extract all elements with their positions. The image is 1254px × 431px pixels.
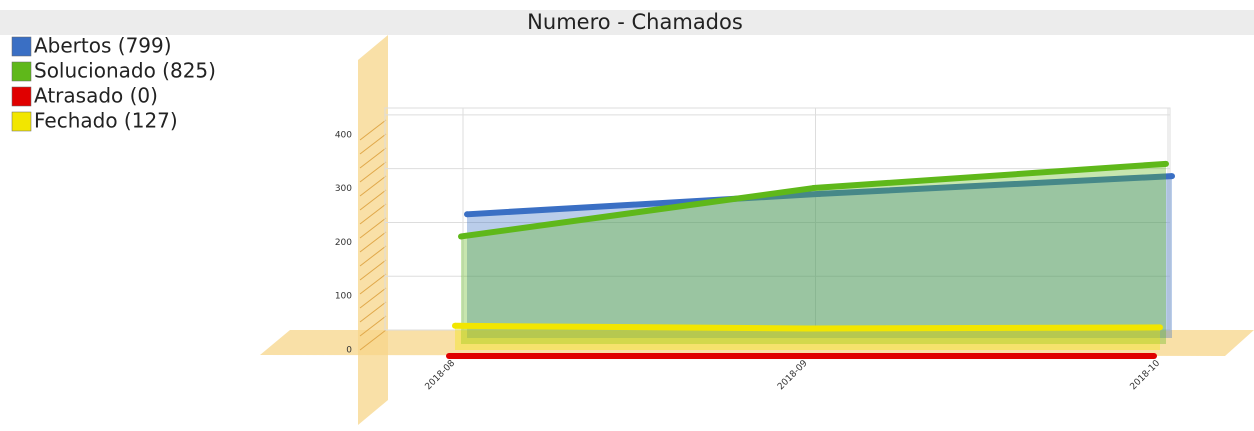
hatch-line — [359, 301, 387, 323]
hatch-line — [359, 147, 387, 169]
hatch-line — [359, 231, 387, 253]
hatch-line — [359, 175, 387, 197]
y-tick-label: 100 — [335, 292, 352, 302]
hatch-line — [359, 287, 387, 309]
point — [446, 353, 452, 359]
y-tick-label: 300 — [335, 184, 352, 194]
y-tick-label: 0 — [346, 346, 352, 356]
hatch-line — [359, 273, 387, 295]
point — [458, 233, 464, 240]
point — [452, 322, 458, 329]
x-tick-label: 2018-08 — [424, 358, 458, 392]
legend-label: Atrasado (0) — [34, 84, 158, 108]
hatch-line — [359, 203, 387, 225]
point — [1157, 324, 1163, 331]
legend-swatch — [11, 61, 32, 82]
hatch-line — [359, 189, 387, 211]
legend-label: Fechado (127) — [34, 109, 178, 133]
x-tick-label: 2018-09 — [776, 358, 810, 392]
plot: 0 100 200 300 400 2018-08 2018-09 2018-10 — [335, 107, 1175, 392]
hatch-line — [359, 161, 387, 183]
wall-plane — [358, 35, 388, 425]
area — [455, 325, 1160, 350]
point — [804, 325, 811, 332]
y-tick-label: 400 — [335, 130, 352, 140]
hatch-line — [359, 315, 387, 337]
hatch-line — [359, 119, 387, 141]
point — [464, 211, 470, 218]
hatch-line — [359, 329, 387, 351]
title-bar — [0, 10, 1254, 35]
area — [461, 163, 1166, 344]
hatch-line — [359, 259, 387, 281]
legend-label: Solucionado (825) — [34, 59, 216, 83]
legend-swatch — [11, 111, 32, 132]
point — [1151, 353, 1157, 359]
legend-swatch — [11, 36, 32, 57]
point — [798, 353, 805, 359]
chart-title: Numero - Chamados — [527, 10, 743, 34]
hatch-line — [359, 133, 387, 155]
point — [816, 190, 823, 197]
hatch-line — [359, 245, 387, 267]
legend-label: Abertos (799) — [34, 34, 172, 58]
point — [1163, 160, 1169, 167]
point — [810, 185, 817, 192]
hatch-line — [359, 217, 387, 239]
floor-plane — [260, 330, 1254, 356]
point — [1169, 173, 1175, 180]
hatch — [359, 119, 387, 351]
area — [467, 176, 1172, 338]
x-tick-label: 2018-10 — [1129, 358, 1163, 392]
legend-swatch — [11, 86, 32, 107]
y-tick-label: 200 — [335, 238, 352, 248]
